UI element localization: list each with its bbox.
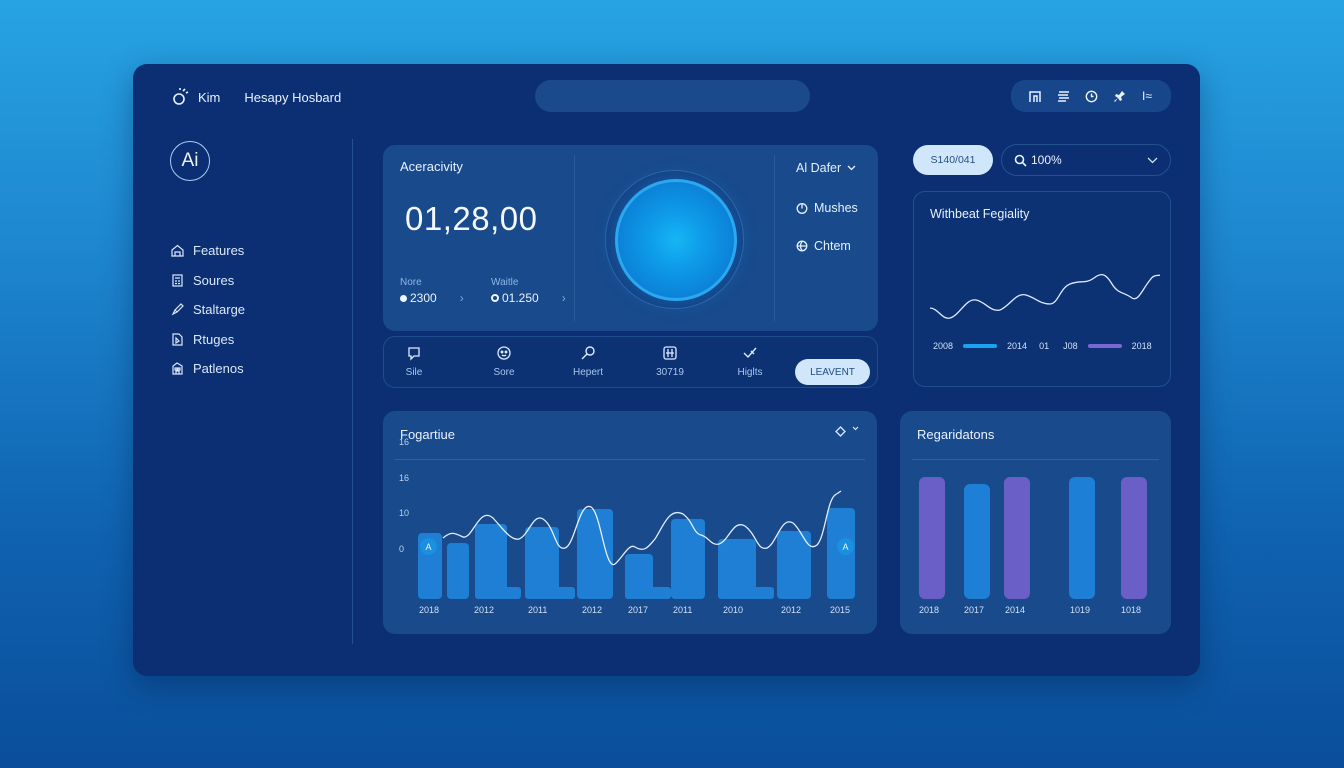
- marker-a-icon[interactable]: A: [837, 538, 854, 555]
- divider: [774, 155, 775, 321]
- activity-title: Aceracivity: [400, 159, 463, 174]
- chart-options[interactable]: [835, 426, 859, 437]
- diamond-icon: [835, 426, 846, 437]
- search-icon: [1014, 154, 1027, 167]
- face-icon: [497, 346, 511, 360]
- brand-logo-icon: [173, 88, 189, 105]
- divider: [395, 459, 865, 460]
- toolbar: I≈: [1011, 80, 1171, 112]
- action-higlts[interactable]: Higlts: [720, 345, 780, 378]
- regaridatons-title: Regaridatons: [917, 427, 995, 442]
- check-pen-icon: [743, 347, 757, 359]
- more-icon[interactable]: I≈: [1142, 89, 1152, 103]
- pin-icon[interactable]: [1110, 87, 1128, 105]
- ai-dafer-dropdown[interactable]: Al Dafer: [796, 161, 856, 175]
- clock-icon[interactable]: [1082, 87, 1100, 105]
- dot-icon: [400, 294, 407, 302]
- sidebar-divider: [352, 139, 353, 644]
- search-bar[interactable]: [535, 80, 810, 112]
- ai-orb[interactable]: [615, 179, 737, 301]
- line-chart-card: Withbeat Fegiality 2008 2014 01 J08 2018: [913, 191, 1171, 387]
- search-icon: [581, 346, 595, 360]
- chevron-right-icon: ›: [561, 291, 566, 305]
- action-30719[interactable]: 30719: [640, 345, 700, 378]
- regaridatons-bar-chart: [919, 477, 1147, 599]
- date-pill-button[interactable]: S140/041: [913, 145, 993, 175]
- line-chart-legend: 2008 2014 01 J08 2018: [933, 341, 1152, 351]
- globe-icon: [796, 240, 808, 252]
- grid-box-icon: [663, 346, 677, 360]
- action-sore[interactable]: Sore: [474, 345, 534, 378]
- document-icon: [172, 333, 183, 346]
- menu-chtem[interactable]: Chtem: [796, 239, 851, 253]
- chevron-down-icon: [852, 426, 859, 431]
- stat-waitle[interactable]: Waitle 01.250 ›: [491, 277, 566, 305]
- divider: [912, 459, 1159, 460]
- fogartiue-chart-card: Fogartiue 0 10 16 16: [383, 411, 877, 634]
- user-name: Kim: [198, 89, 221, 105]
- line-chart-title: Withbeat Fegiality: [930, 207, 1030, 221]
- sidebar-item-rtuges[interactable]: Rtuges: [171, 325, 245, 355]
- grid-icon[interactable]: [1026, 87, 1044, 105]
- chat-icon: [408, 347, 420, 361]
- zoom-select[interactable]: 100%: [1001, 144, 1171, 176]
- link-icon: [171, 303, 184, 316]
- brand: Kim Hesapy Hosbard: [170, 87, 341, 107]
- home-icon: [171, 244, 184, 257]
- sidebar-item-soures[interactable]: Soures: [171, 266, 245, 296]
- line-chart: [929, 273, 1160, 319]
- divider: [574, 155, 575, 321]
- app-title: Hesapy Hosbard: [244, 89, 342, 105]
- calculator-icon: [172, 274, 183, 287]
- regaridatons-chart-card: Regaridatons 2018 2017 2014 1019 1018: [900, 411, 1171, 634]
- menu-mushes[interactable]: Mushes: [796, 201, 858, 215]
- sidebar-item-features[interactable]: Features: [171, 236, 245, 266]
- fogartiue-title: Fogartiue: [400, 427, 455, 442]
- list-icon[interactable]: [1054, 87, 1072, 105]
- clock-icon: [796, 203, 808, 214]
- avatar[interactable]: Ai: [170, 141, 210, 181]
- sidebar-nav: Features Soures Staltarge Rtuges Patleno…: [171, 236, 245, 384]
- activity-value: 01,28,00: [405, 200, 538, 237]
- legend-swatch-blue: [963, 344, 998, 348]
- action-hepert[interactable]: Hepert: [558, 345, 618, 378]
- dashboard-window: Kim Hesapy Hosbard I≈ Ai Features Soures: [133, 64, 1200, 676]
- action-sile[interactable]: Sile: [384, 345, 444, 378]
- leavent-button[interactable]: LEAVENT: [795, 359, 870, 385]
- sidebar-item-staltarge[interactable]: Staltarge: [171, 295, 245, 325]
- ring-icon: [491, 294, 499, 302]
- activity-card: Aceracivity 01,28,00 Nore 2300 › Waitle 0…: [383, 145, 878, 331]
- marker-a-icon[interactable]: A: [420, 538, 437, 555]
- fogartiue-bar-chart: [418, 490, 855, 599]
- chevron-down-icon: [847, 165, 856, 171]
- stat-nore[interactable]: Nore 2300 ›: [400, 277, 464, 305]
- sidebar-item-patlenos[interactable]: Patlenos: [171, 354, 245, 384]
- legend-swatch-purple: [1087, 344, 1122, 348]
- building-icon: [172, 362, 183, 375]
- chevron-down-icon: [1147, 157, 1158, 163]
- chevron-right-icon: ›: [459, 291, 464, 305]
- action-bar: Sile Sore Hepert 30719 Higlts LEAVENT: [383, 336, 878, 388]
